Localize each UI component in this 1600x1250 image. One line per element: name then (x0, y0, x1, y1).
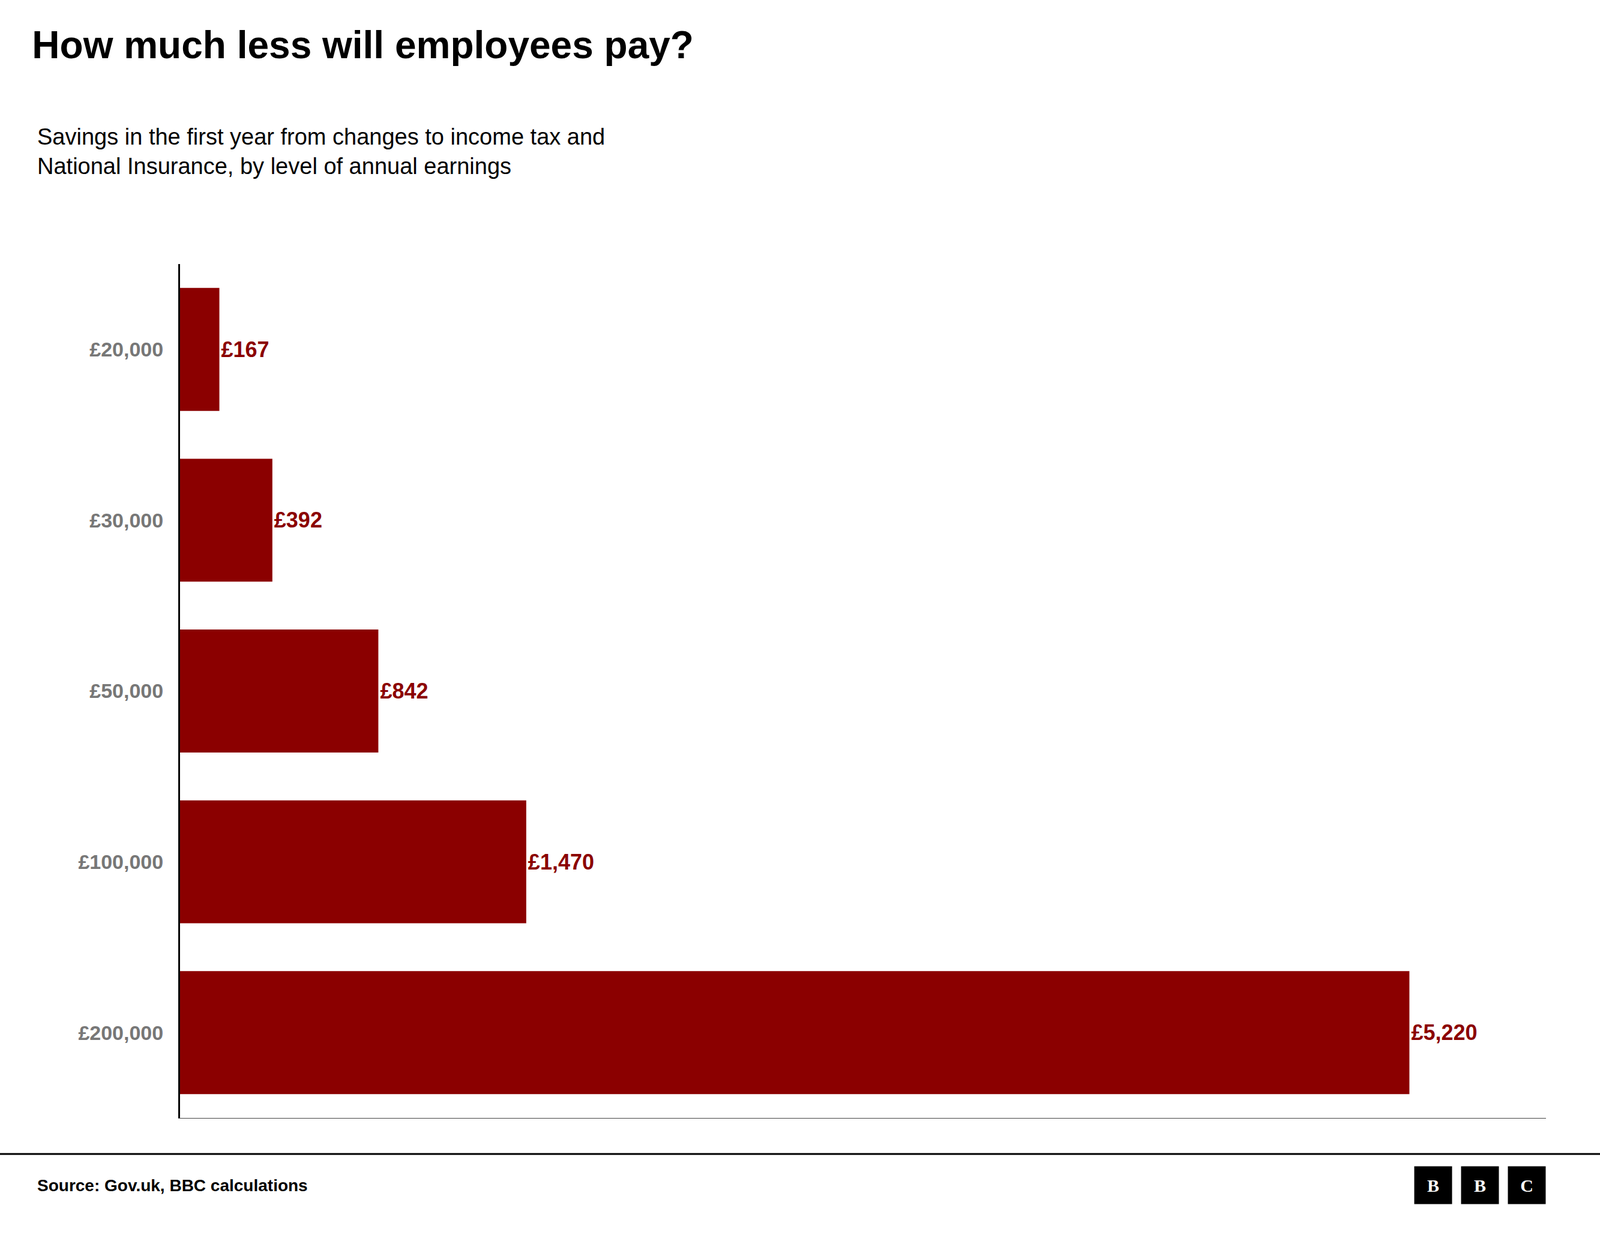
svg-text:£167: £167 (221, 337, 270, 362)
svg-text:£30,000: £30,000 (89, 508, 164, 532)
svg-text:B: B (1427, 1175, 1440, 1196)
svg-text:How much less will employees p: How much less will employees pay? (31, 23, 694, 67)
svg-text:£842: £842 (379, 678, 428, 704)
svg-text:£5,220: £5,220 (1410, 1020, 1477, 1045)
svg-text:£50,000: £50,000 (89, 679, 164, 703)
svg-text:£1,470: £1,470 (528, 849, 595, 875)
svg-text:£20,000: £20,000 (89, 337, 164, 361)
svg-text:Savings in the first year from: Savings in the first year from changes t… (37, 124, 605, 179)
svg-text:Source: Gov.uk, BBC calculatio: Source: Gov.uk, BBC calculations (37, 1176, 308, 1195)
svg-text:£392: £392 (274, 507, 323, 533)
svg-text:£200,000: £200,000 (78, 1021, 164, 1045)
svg-text:C: C (1520, 1175, 1534, 1196)
svg-text:B: B (1473, 1175, 1486, 1196)
svg-text:£100,000: £100,000 (78, 850, 164, 874)
